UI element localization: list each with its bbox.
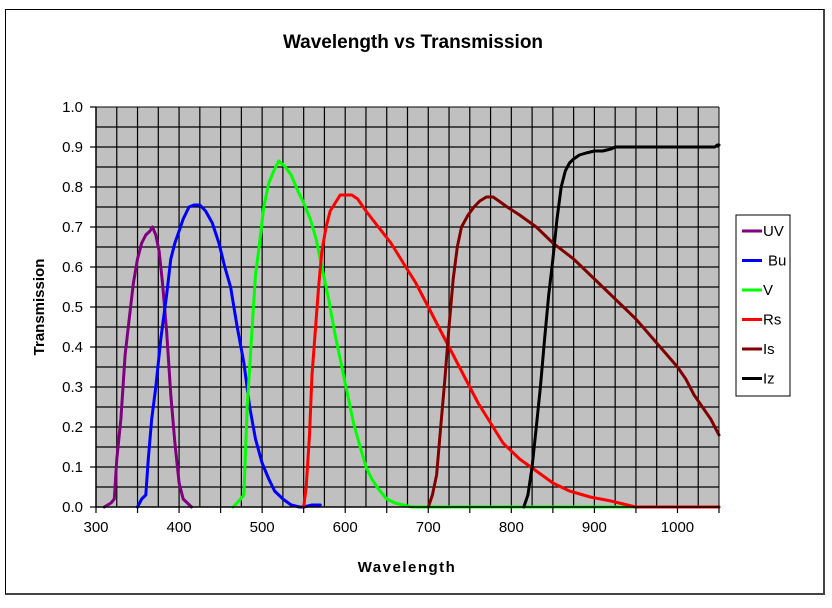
y-tick-label: 0.5 (62, 299, 83, 316)
x-tick-label: 500 (250, 519, 275, 536)
series-line-rs (302, 193, 721, 509)
y-tick-labels: 0.0 0.1 0.2 0.3 0.4 0.5 0.6 0.7 0.8 0.9 1.0 (62, 99, 83, 516)
x-tick-label: 700 (416, 519, 441, 536)
x-tick-label: 300 (83, 519, 108, 536)
x-axis-label: Wavelength (358, 559, 457, 576)
x-tick-label: 900 (582, 519, 607, 536)
legend-label-rs: Rs (763, 312, 781, 329)
x-tick-labels: 300 400 500 600 700 800 900 1000 (83, 519, 694, 536)
x-tick-label: 1000 (661, 519, 694, 536)
axes (90, 106, 720, 513)
x-tick-label: 600 (333, 519, 358, 536)
legend-label-iz: Iz (763, 371, 775, 388)
series-line-uv (102, 225, 193, 509)
y-tick-label: 0.6 (62, 259, 83, 276)
y-tick-label: 0.9 (62, 139, 83, 156)
series-line-is (426, 195, 721, 509)
y-tick-label: 0.7 (62, 219, 83, 236)
legend-box (735, 214, 791, 397)
y-axis-label: Transmission (31, 259, 48, 356)
legend-label-is: Is (763, 341, 775, 358)
y-tick-label: 0.1 (62, 459, 83, 476)
series-layer (102, 143, 721, 509)
x-tick-label: 800 (499, 519, 524, 536)
legend-label-uv: UV (763, 223, 784, 240)
legend-label-bu: Bu (768, 253, 786, 270)
y-tick-label: 0.3 (62, 379, 83, 396)
y-tick-label: 0.2 (62, 419, 83, 436)
y-tick-label: 1.0 (62, 99, 83, 116)
legend: UV Bu V Rs Is Iz (735, 214, 791, 397)
chart-title: Wavelength vs Transmission (283, 32, 543, 53)
series-line-bu (136, 203, 322, 509)
y-tick-label: 0.8 (62, 179, 83, 196)
legend-label-v: V (763, 282, 773, 299)
y-tick-label: 0.4 (62, 339, 83, 356)
y-tick-label: 0.0 (62, 499, 83, 516)
series-line-iz (522, 143, 721, 509)
x-tick-label: 400 (167, 519, 192, 536)
